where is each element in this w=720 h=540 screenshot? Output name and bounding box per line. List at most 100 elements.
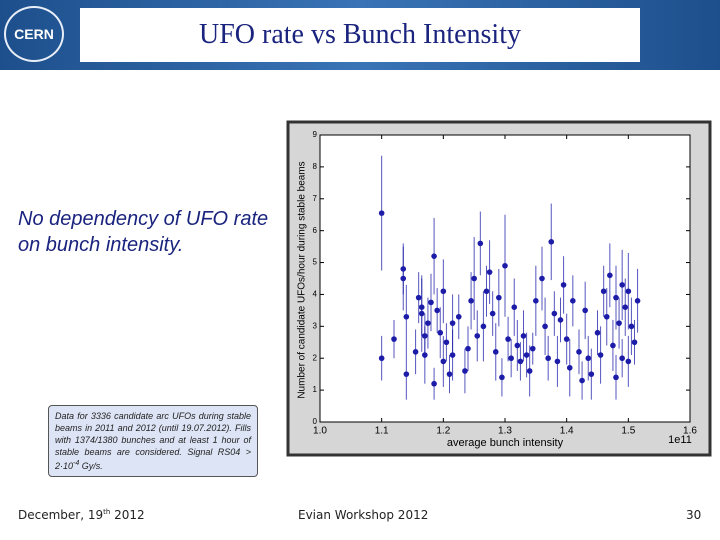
data-point xyxy=(455,313,462,320)
data-point xyxy=(474,333,481,339)
data-point xyxy=(597,352,604,358)
data-point xyxy=(480,323,487,330)
data-point xyxy=(496,294,502,301)
data-point xyxy=(468,298,474,304)
y-tick-label: 8 xyxy=(313,162,318,171)
data-point xyxy=(391,336,397,342)
data-point xyxy=(523,352,530,358)
data-point xyxy=(508,355,514,362)
x-tick-label: 1.5 xyxy=(621,426,635,437)
lead-text: No dependency of UFO rate on bunch inten… xyxy=(18,208,269,256)
data-point xyxy=(400,275,407,282)
date: December, 19 xyxy=(18,508,104,522)
data-point xyxy=(526,368,533,374)
data-point xyxy=(610,342,616,349)
data-point xyxy=(619,282,625,288)
x-tick-label: 1.3 xyxy=(498,426,512,437)
data-point xyxy=(594,329,601,336)
data-point xyxy=(415,294,422,301)
data-point xyxy=(517,358,524,365)
data-point xyxy=(533,298,539,304)
data-point xyxy=(440,358,447,365)
y-tick-label: 5 xyxy=(313,258,318,267)
x-axis-label: average bunch intensity xyxy=(447,437,564,449)
data-point xyxy=(437,329,444,336)
data-point xyxy=(560,282,567,288)
data-point xyxy=(520,333,527,339)
data-point xyxy=(440,288,447,295)
y-tick-label: 2 xyxy=(313,353,318,362)
data-point xyxy=(403,371,410,377)
data-point xyxy=(511,304,518,311)
y-tick-label: 3 xyxy=(313,321,318,330)
data-point xyxy=(400,266,407,272)
data-point xyxy=(425,320,431,326)
data-point xyxy=(576,349,582,355)
title-box: UFO rate vs Bunch Intensity xyxy=(80,8,640,62)
data-point xyxy=(613,294,619,301)
data-point xyxy=(542,323,548,330)
data-point xyxy=(539,275,545,282)
data-point xyxy=(563,336,570,342)
data-point xyxy=(378,210,385,216)
data-point xyxy=(446,371,453,377)
data-point xyxy=(551,310,558,317)
data-point xyxy=(619,355,625,362)
data-point xyxy=(471,275,477,282)
note-exponent: -4 xyxy=(73,460,80,467)
data-point xyxy=(585,355,592,362)
data-point xyxy=(545,355,551,362)
data-point xyxy=(462,368,468,374)
x-tick-label: 1.2 xyxy=(436,426,450,437)
data-point xyxy=(607,272,613,279)
data-point xyxy=(548,239,555,245)
data-point xyxy=(428,299,434,306)
data-point xyxy=(579,377,585,384)
data-point xyxy=(449,352,456,358)
y-tick-label: 9 xyxy=(313,130,318,139)
data-point xyxy=(554,358,561,365)
note-box: Data for 3336 candidate arc UFOs during … xyxy=(48,405,258,477)
data-point xyxy=(378,355,385,362)
y-tick-label: 0 xyxy=(313,417,318,426)
data-point xyxy=(422,333,428,339)
date-suffix: th xyxy=(103,508,111,516)
footer-event: Evian Workshop 2012 xyxy=(298,508,429,522)
banner: CERN UFO rate vs Bunch Intensity xyxy=(0,0,720,70)
data-point xyxy=(502,262,508,269)
x-tick-label: 1.4 xyxy=(560,426,574,437)
data-point xyxy=(465,345,471,352)
data-point xyxy=(449,320,456,326)
note-unit: Gy/s. xyxy=(79,461,103,471)
x-tick-label: 1.6 xyxy=(683,426,697,437)
data-point xyxy=(412,349,419,355)
data-point xyxy=(588,371,595,377)
data-point xyxy=(570,298,576,304)
data-point xyxy=(443,339,450,346)
data-point xyxy=(434,307,440,314)
data-point xyxy=(403,313,410,320)
page-number: 30 xyxy=(686,508,702,522)
data-point xyxy=(505,336,511,342)
y-tick-label: 6 xyxy=(313,226,318,235)
data-point xyxy=(431,380,437,387)
data-point xyxy=(499,374,505,381)
y-axis-label: Number of candidate UFOs/hour during sta… xyxy=(297,161,308,398)
data-point xyxy=(492,349,499,355)
data-point xyxy=(422,352,428,358)
data-point xyxy=(625,288,632,295)
logo: CERN xyxy=(4,6,64,62)
footer-date: December, 19th 2012 xyxy=(18,508,145,522)
data-point xyxy=(603,313,610,320)
x-tick-label: 1.0 xyxy=(313,426,327,437)
data-point xyxy=(418,310,425,317)
data-point xyxy=(418,304,425,311)
data-point xyxy=(600,288,607,295)
data-point xyxy=(582,307,588,314)
data-point xyxy=(622,304,629,311)
data-point xyxy=(616,320,622,326)
slide-title: UFO rate vs Bunch Intensity xyxy=(199,19,521,50)
data-point xyxy=(634,298,641,304)
